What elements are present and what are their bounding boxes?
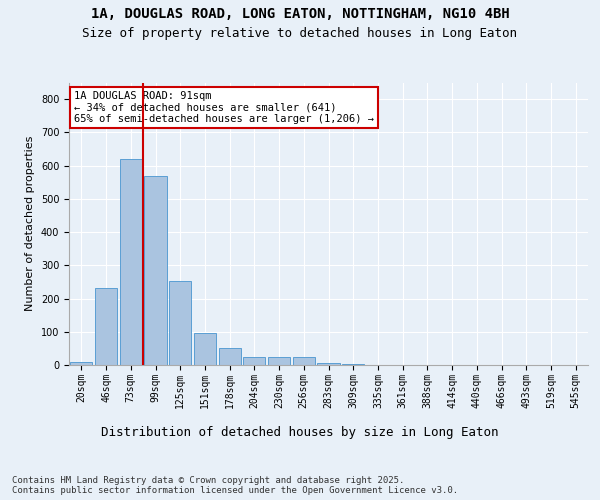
Bar (119, 159, 142, 365)
Bar (70, 362, 92, 365)
Text: Size of property relative to detached houses in Long Eaton: Size of property relative to detached ho… (83, 28, 517, 40)
Y-axis label: Number of detached properties: Number of detached properties (25, 136, 35, 312)
Bar (194, 333, 216, 365)
Bar (218, 348, 241, 365)
Text: Distribution of detached houses by size in Long Eaton: Distribution of detached houses by size … (101, 426, 499, 439)
Bar (145, 176, 167, 365)
Bar (293, 358, 315, 365)
Bar (95, 288, 117, 365)
Text: 1A DOUGLAS ROAD: 91sqm
← 34% of detached houses are smaller (641)
65% of semi-de: 1A DOUGLAS ROAD: 91sqm ← 34% of detached… (74, 91, 374, 124)
Bar (317, 362, 340, 365)
Bar (243, 358, 265, 365)
Bar (342, 364, 364, 365)
Bar (169, 281, 191, 365)
Text: Contains HM Land Registry data © Crown copyright and database right 2025.
Contai: Contains HM Land Registry data © Crown c… (12, 476, 458, 495)
Bar (268, 358, 290, 365)
Text: 1A, DOUGLAS ROAD, LONG EATON, NOTTINGHAM, NG10 4BH: 1A, DOUGLAS ROAD, LONG EATON, NOTTINGHAM… (91, 8, 509, 22)
